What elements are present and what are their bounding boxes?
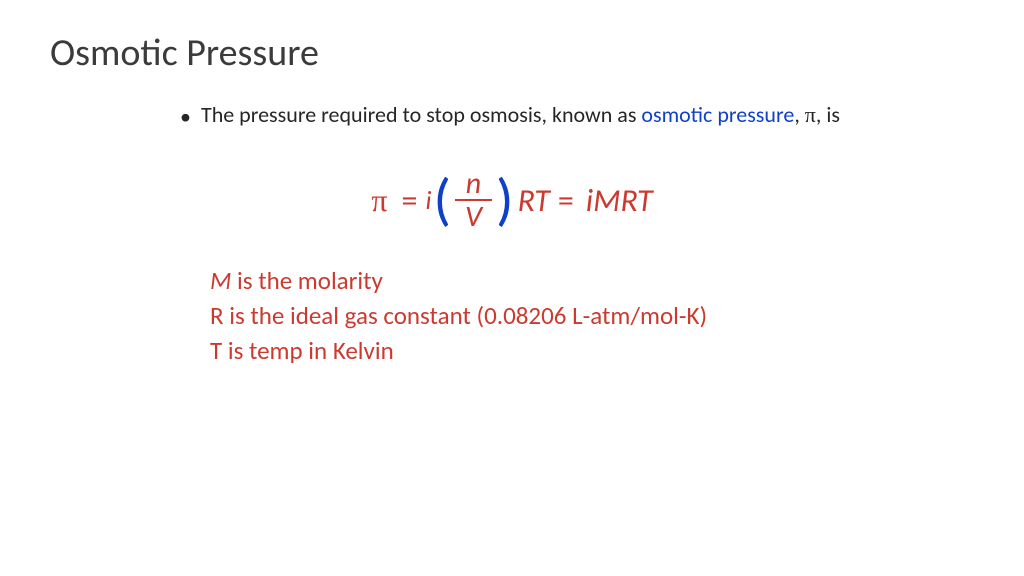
term-osmotic-pressure: osmotic pressure xyxy=(641,101,794,128)
eq-rt: RT xyxy=(518,181,550,220)
def-t: T is temp in Kelvin xyxy=(210,333,974,368)
bullet-tail: , is xyxy=(816,101,840,128)
bullet-text: The pressure required to stop osmosis, k… xyxy=(201,100,914,130)
bullet-line: • The pressure required to stop osmosis,… xyxy=(180,100,914,132)
slide: Osmotic Pressure • The pressure required… xyxy=(0,0,1024,576)
bullet-block: • The pressure required to stop osmosis,… xyxy=(180,100,914,132)
pi-symbol-inline: π xyxy=(805,102,816,127)
definitions: M is the molarity R is the ideal gas con… xyxy=(210,263,974,368)
eq-equals-2: = xyxy=(558,181,574,220)
def-m: M is the molarity xyxy=(210,263,974,298)
eq-i: i xyxy=(425,184,431,216)
def-m-text: is the molarity xyxy=(231,265,382,296)
slide-title: Osmotic Pressure xyxy=(50,30,974,76)
eq-rhs: iMRT xyxy=(586,181,653,220)
eq-numerator: n xyxy=(456,168,491,200)
equation-wrap: π = i ( n V ) RT = iMRT xyxy=(50,168,974,233)
eq-pi: π xyxy=(371,182,387,219)
eq-rparen: ) xyxy=(496,177,514,223)
eq-fraction: n V xyxy=(455,168,492,233)
def-r: R is the ideal gas constant (0.08206 L-a… xyxy=(210,298,974,333)
bullet-dot: • xyxy=(180,102,191,132)
bullet-lead: The pressure required to stop osmosis, k… xyxy=(201,101,641,128)
equation: π = i ( n V ) RT = iMRT xyxy=(371,168,652,233)
eq-equals-1: = xyxy=(402,181,418,220)
eq-lparen: ( xyxy=(433,177,451,223)
eq-denominator: V xyxy=(455,201,492,233)
bullet-mid: , xyxy=(794,101,804,128)
def-m-symbol: M xyxy=(210,265,231,296)
